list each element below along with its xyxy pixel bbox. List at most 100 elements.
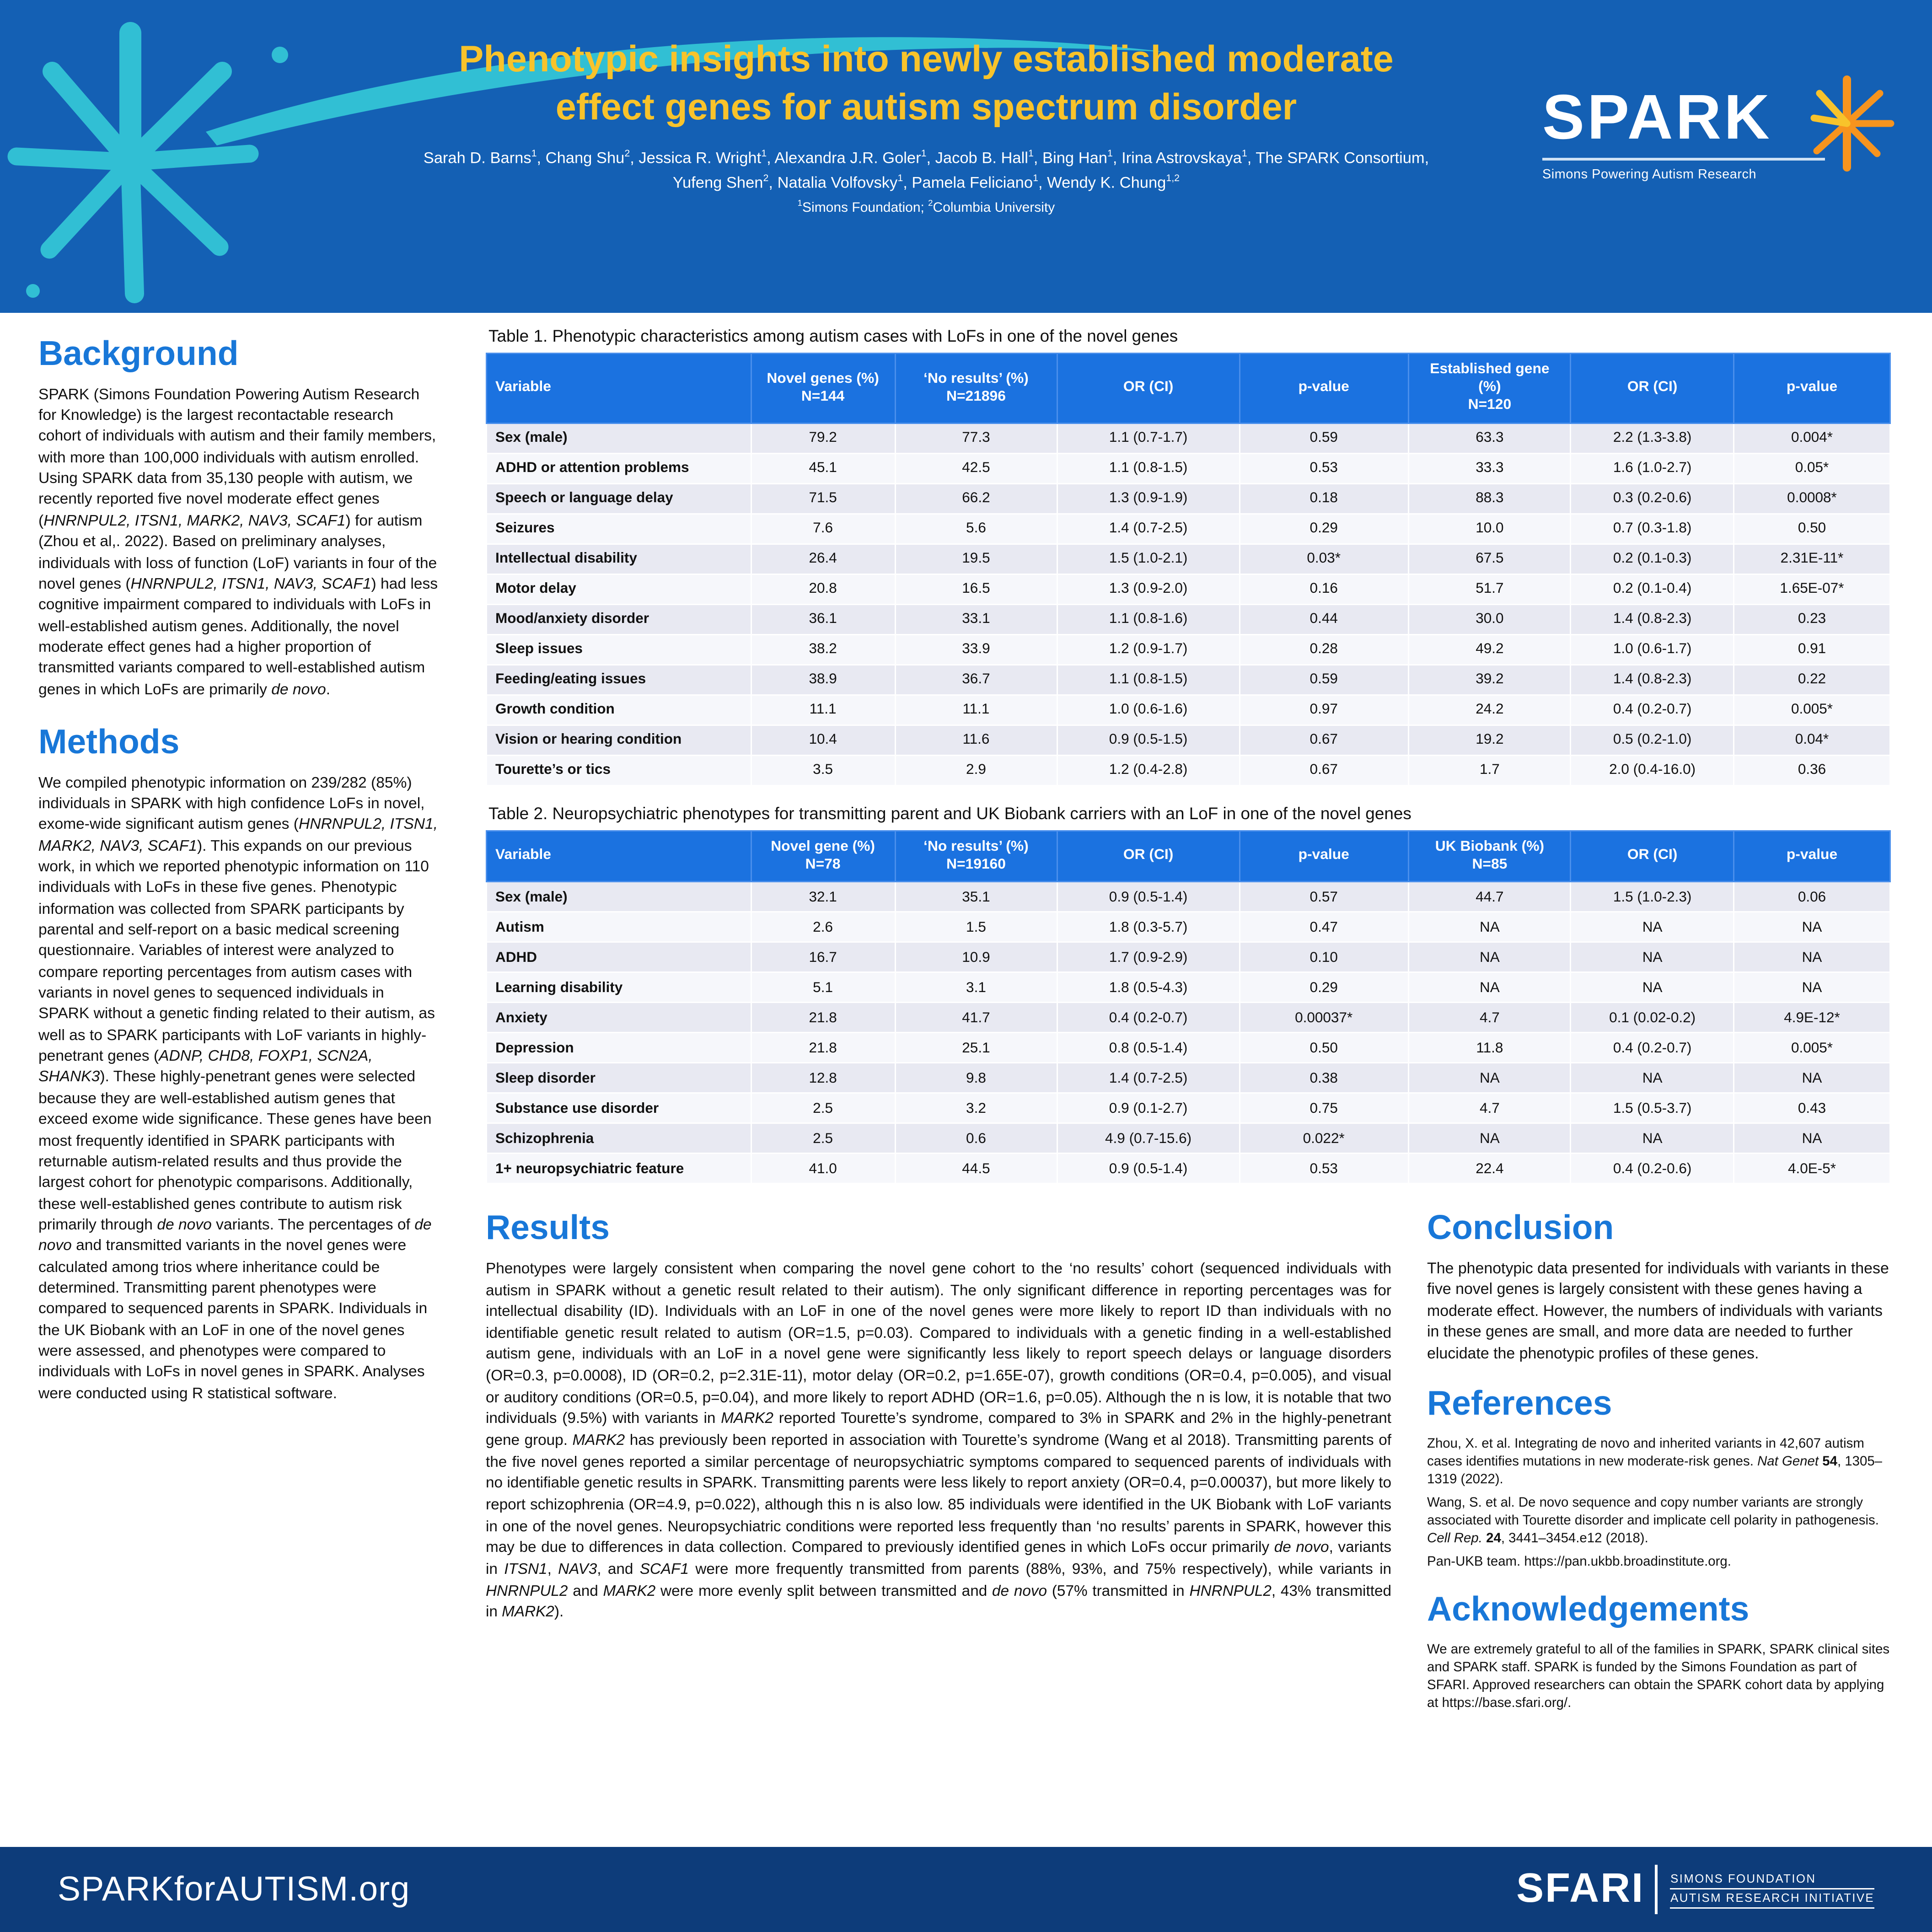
value-cell: NA (1733, 941, 1891, 973)
value-cell: 41.7 (894, 1002, 1058, 1034)
column-header: OR (CI) (1057, 353, 1240, 424)
value-cell: 20.8 (750, 573, 896, 605)
value-cell: 10.9 (894, 941, 1058, 973)
value-cell: 0.00037* (1238, 1002, 1409, 1034)
value-cell: 1.4 (0.8-2.3) (1570, 664, 1734, 696)
value-cell: 2.31E-11* (1733, 543, 1891, 575)
poster-footer: SPARKforAUTISM.org SFARI SIMONS FOUNDATI… (0, 1847, 1932, 1932)
column-header: OR (CI) (1570, 353, 1734, 424)
value-cell: 4.9 (0.7-15.6) (1057, 1122, 1240, 1154)
value-cell: NA (1407, 941, 1572, 973)
table-row: Growth condition 11.1 11.1 1.0 (0.6-1.6) 0.9… (486, 694, 1891, 726)
spark-logo: SPARK Simons Powering Autism Research (1542, 75, 1894, 182)
value-cell: NA (1733, 911, 1891, 943)
value-cell: 0.18 (1238, 483, 1409, 515)
value-cell: 11.6 (894, 724, 1058, 756)
value-cell: 1.6 (1.0-2.7) (1570, 452, 1734, 484)
value-cell: 35.1 (894, 881, 1058, 913)
value-cell: 51.7 (1407, 573, 1572, 605)
variable-cell: Speech or language delay (486, 483, 752, 515)
value-cell: 1.5 (0.5-3.7) (1570, 1092, 1734, 1124)
value-cell: 0.16 (1238, 573, 1409, 605)
value-cell: 32.1 (750, 881, 896, 913)
value-cell: 0.57 (1238, 881, 1409, 913)
value-cell: 0.06 (1733, 881, 1891, 913)
value-cell: 26.4 (750, 543, 896, 575)
table-row: Depression 21.8 25.1 0.8 (0.5-1.4) 0.50 11.8 0… (486, 1032, 1891, 1064)
background-text: SPARK (Simons Foundation Powering Autism… (38, 386, 438, 698)
reference-item: Wang, S. et al. De novo sequence and cop… (1427, 1496, 1879, 1547)
table-row: Learning disability 5.1 3.1 1.8 (0.5-4.3) 0.… (486, 971, 1891, 1004)
teal-starburst-decoration (7, 22, 1169, 303)
value-cell: 0.22 (1733, 664, 1891, 696)
value-cell: 0.05* (1733, 452, 1891, 484)
left-column: Background SPARK (Simons Foundation Powe… (38, 335, 439, 1817)
value-cell: 39.2 (1407, 664, 1572, 696)
value-cell: 0.4 (0.2-0.7) (1570, 1032, 1734, 1064)
value-cell: 1.1 (0.8-1.5) (1057, 664, 1240, 696)
value-cell: 0.43 (1733, 1092, 1891, 1124)
value-cell: 0.53 (1238, 452, 1409, 484)
variable-cell: Schizophrenia (486, 1122, 752, 1154)
column-header: p-value (1733, 830, 1891, 883)
value-cell: 1.0 (0.6-1.6) (1057, 694, 1240, 726)
value-cell: 0.005* (1733, 694, 1891, 726)
value-cell: 30.0 (1407, 603, 1572, 635)
value-cell: 1.0 (0.6-1.7) (1570, 633, 1734, 665)
value-cell: 42.5 (894, 452, 1058, 484)
value-cell: 11.1 (750, 694, 896, 726)
variable-cell: Autism (486, 911, 752, 943)
results-heading: Results (486, 1209, 610, 1248)
value-cell: 2.2 (1.3-3.8) (1570, 422, 1734, 454)
value-cell: 1.5 (1.0-2.3) (1570, 881, 1734, 913)
variable-cell: ADHD (486, 941, 752, 973)
value-cell: 1.7 (1407, 754, 1572, 786)
value-cell: 36.7 (894, 664, 1058, 696)
value-cell: 44.7 (1407, 881, 1572, 913)
value-cell: 0.38 (1238, 1062, 1409, 1094)
value-cell: NA (1733, 1062, 1891, 1094)
variable-cell: Sleep disorder (486, 1062, 752, 1094)
methods-heading: Methods (38, 723, 180, 762)
results-text: Phenotypes were largely consistent when … (486, 1261, 1391, 1621)
value-cell: NA (1407, 971, 1572, 1004)
spark-logo-tagline: Simons Powering Autism Research (1542, 167, 1757, 182)
column-header: p-value (1238, 830, 1409, 883)
value-cell: 0.36 (1733, 754, 1891, 786)
value-cell: 9.8 (894, 1062, 1058, 1094)
value-cell: 1.8 (0.3-5.7) (1057, 911, 1240, 943)
value-cell: 1.5 (894, 911, 1058, 943)
value-cell: 0.44 (1238, 603, 1409, 635)
sfari-line-autism-research: AUTISM RESEARCH INITIATIVE (1670, 1889, 1874, 1909)
main-column: Table 1. Phenotypic characteristics amon… (486, 327, 1891, 1825)
value-cell: 0.29 (1238, 513, 1409, 545)
value-cell: 11.1 (894, 694, 1058, 726)
value-cell: 0.29 (1238, 971, 1409, 1004)
variable-cell: Anxiety (486, 1002, 752, 1034)
table-row: Intellectual disability 26.4 19.5 1.5 (1.0-… (486, 543, 1891, 575)
value-cell: 16.7 (750, 941, 896, 973)
value-cell: 38.2 (750, 633, 896, 665)
table2: Variable Novel gene (%) N=78 ‘No results’ (… (486, 830, 1891, 1185)
table-row: Autism 2.6 1.5 1.8 (0.3-5.7) 0.47 NA NA NA (486, 911, 1891, 943)
value-cell: 10.0 (1407, 513, 1572, 545)
value-cell: 5.6 (894, 513, 1058, 545)
authors: Sarah D. Barns1, Chang Shu2, Jessica R. … (423, 148, 1429, 192)
value-cell: 21.8 (750, 1032, 896, 1064)
conclusion-heading: Conclusion (1427, 1209, 1614, 1248)
variable-cell: Feeding/eating issues (486, 664, 752, 696)
value-cell: 10.4 (750, 724, 896, 756)
table-row: Schizophrenia 2.5 0.6 4.9 (0.7-15.6) 0.022* N… (486, 1122, 1891, 1154)
value-cell: 19.5 (894, 543, 1058, 575)
value-cell: 0.75 (1238, 1092, 1409, 1124)
variable-cell: Sex (male) (486, 422, 752, 454)
table-row: Mood/anxiety disorder 36.1 33.1 1.1 (0.8-1.… (486, 603, 1891, 635)
table1: Variable Novel genes (%) N=144 ‘No results’… (486, 353, 1891, 786)
title-line-1: Phenotypic insights into newly establish… (459, 38, 1394, 80)
variable-cell: Growth condition (486, 694, 752, 726)
value-cell: 0.0008* (1733, 483, 1891, 515)
value-cell: 1.5 (1.0-2.1) (1057, 543, 1240, 575)
table-header-row: Variable Novel gene (%) N=78 ‘No results’ (… (486, 830, 1891, 883)
value-cell: 1.1 (0.7-1.7) (1057, 422, 1240, 454)
value-cell: 0.50 (1733, 513, 1891, 545)
